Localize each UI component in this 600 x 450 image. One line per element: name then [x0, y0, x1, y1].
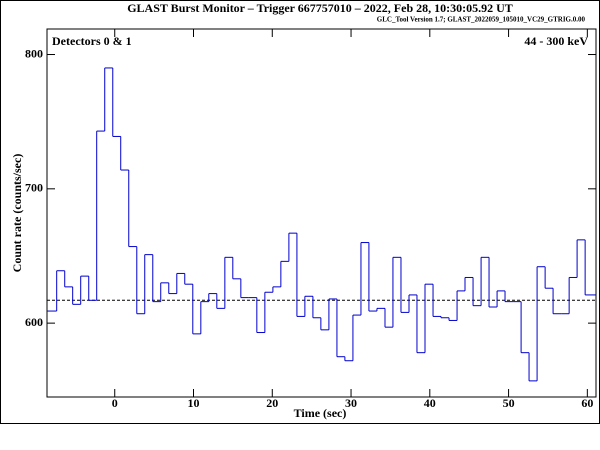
- x-axis-label: Time (sec): [294, 406, 347, 420]
- chart-title: GLAST Burst Monitor – Trigger 667757010 …: [127, 1, 513, 15]
- plot-area: [46, 28, 597, 398]
- y-axis-label: Count rate (counts/sec): [10, 154, 24, 273]
- x-tick-label: 40: [424, 396, 436, 410]
- x-tick-label: 50: [503, 396, 515, 410]
- chart-subtitle: GLC_Tool Version 1.7; GLAST_2022059_1050…: [377, 16, 586, 24]
- x-tick-label: 60: [581, 396, 593, 410]
- x-tick-label: 20: [266, 396, 278, 410]
- x-tick-label: 30: [345, 396, 357, 410]
- frame: [0, 0, 600, 424]
- annotation: 44 - 300 keV: [524, 34, 588, 48]
- y-tick-label: 700: [25, 181, 43, 195]
- y-tick-label: 600: [25, 315, 43, 329]
- annotation: Detectors 0 & 1: [52, 34, 132, 48]
- y-tick-label: 800: [25, 46, 43, 60]
- x-tick-label: 0: [112, 396, 118, 410]
- x-tick-label: 10: [188, 396, 200, 410]
